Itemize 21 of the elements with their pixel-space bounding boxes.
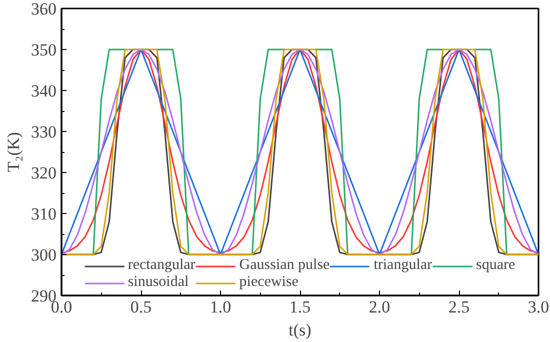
y-tick-label: 350 <box>31 40 56 60</box>
legend-label: piecewise <box>239 274 298 291</box>
legend-label: sinusoidal <box>128 274 189 291</box>
y-tick-label: 360 <box>31 0 56 18</box>
legend-label: square <box>476 257 516 274</box>
legend-label: Gaussian pulse <box>239 257 330 274</box>
y-axis-title: T₂(K) <box>4 132 23 172</box>
y-tick-label: 330 <box>31 122 56 142</box>
y-tick-label: 340 <box>31 82 56 100</box>
y-tick-label: 320 <box>31 164 56 182</box>
x-tick-label: 0.5 <box>130 298 152 316</box>
x-tick-label: 1.0 <box>210 298 232 316</box>
x-tick-label: 3.0 <box>528 298 550 316</box>
x-tick-label: 1.5 <box>289 298 311 316</box>
x-tick-label: 2.5 <box>448 298 470 316</box>
legend-label: rectangular <box>128 257 196 274</box>
legend-label: triangular <box>374 257 432 274</box>
x-tick-label: 2.0 <box>368 298 390 316</box>
x-axis-title: t(s) <box>288 320 312 340</box>
y-tick-label: 310 <box>31 204 56 224</box>
y-tick-label: 300 <box>31 246 56 264</box>
